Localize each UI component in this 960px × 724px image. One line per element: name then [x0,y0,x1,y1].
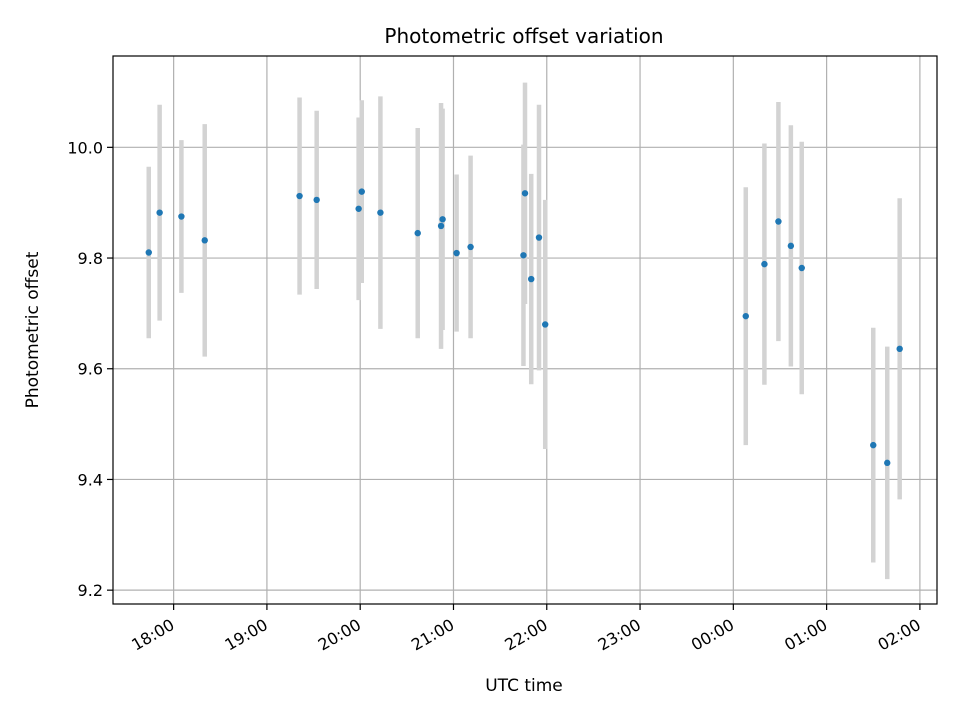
y-tick-label: 10.0 [67,138,103,157]
data-point [787,242,795,250]
y-axis-label: Photometric offset [23,251,43,408]
data-point [775,218,782,225]
data-point [313,196,320,204]
data-point [377,209,384,216]
data-point [156,209,163,216]
chart-title: Photometric offset variation [384,24,663,48]
data-point [145,249,152,256]
data-point [296,192,303,200]
data-point [542,321,549,328]
data-point [521,190,529,197]
data-point [439,216,446,223]
y-axis-ticks: 9.2 9.4 9.6 9.8 10.0 [67,138,113,600]
data-point [414,229,421,237]
data-point [467,243,474,251]
data-point [761,260,768,268]
plot-area-frame [112,55,938,605]
y-tick-label: 9.4 [78,470,103,489]
data-point [358,188,365,195]
data-point [520,252,527,259]
y-tick-label: 9.8 [78,249,103,268]
data-point [896,345,903,353]
data-point [355,205,362,212]
data-point [437,222,445,230]
y-tick-label: 9.2 [78,581,103,600]
data-point [453,249,460,257]
data-point [535,234,543,241]
data-point [742,312,749,320]
data-point [884,459,891,467]
y-tick-label: 9.6 [78,360,103,379]
data-point [201,237,208,244]
x-axis-label: UTC time [485,676,563,696]
data-points [145,188,903,467]
data-point [528,275,535,283]
data-point [870,441,877,449]
data-point [798,264,805,272]
data-point [178,213,185,220]
